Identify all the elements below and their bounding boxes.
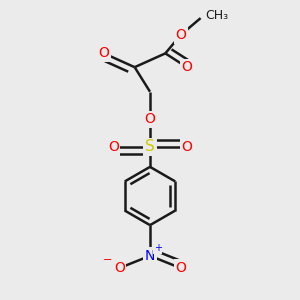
Text: N: N xyxy=(145,249,155,263)
Text: +: + xyxy=(154,243,162,253)
Text: O: O xyxy=(182,140,192,154)
Text: −: − xyxy=(102,255,112,266)
Text: O: O xyxy=(108,140,118,154)
Text: O: O xyxy=(99,46,110,60)
Text: S: S xyxy=(145,140,155,154)
Text: O: O xyxy=(175,261,186,275)
Text: CH₃: CH₃ xyxy=(205,9,228,22)
Text: O: O xyxy=(182,60,192,74)
Text: O: O xyxy=(114,261,125,275)
Text: O: O xyxy=(175,28,186,42)
Text: O: O xyxy=(145,112,155,126)
